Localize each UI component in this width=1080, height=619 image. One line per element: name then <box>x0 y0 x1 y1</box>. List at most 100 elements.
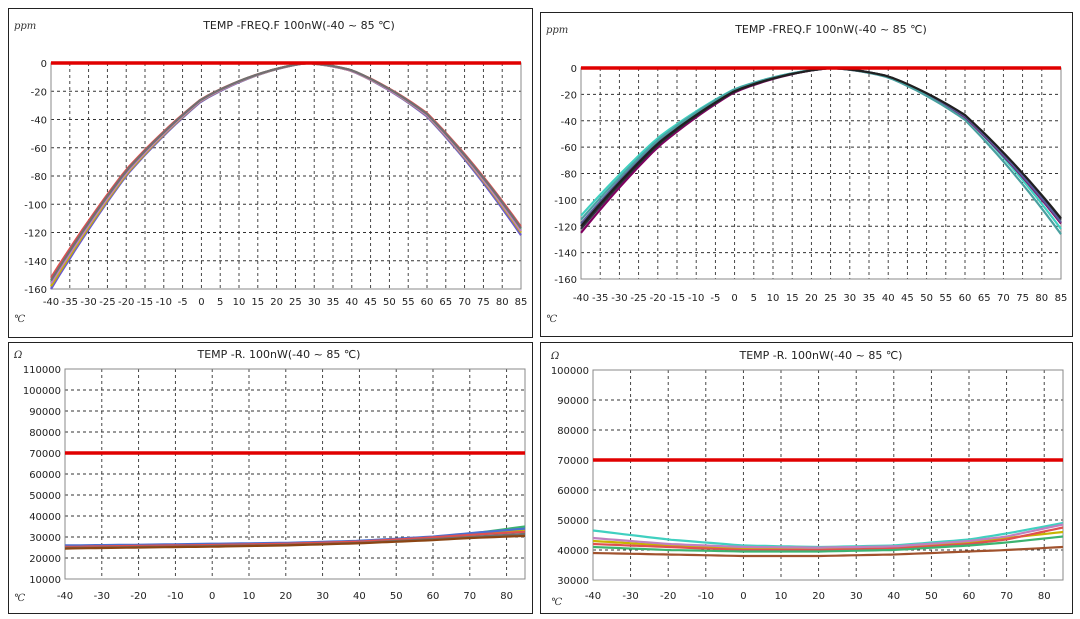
y-tick-label: 10000 <box>29 575 61 586</box>
y-tick-label: -40 <box>561 117 577 128</box>
series-line <box>592 535 1064 553</box>
x-tick-label: 20 <box>805 293 818 304</box>
series-line <box>64 534 526 550</box>
x-tick-label: 70 <box>463 591 476 602</box>
y-tick-label: 30000 <box>557 576 589 587</box>
series-line <box>50 62 522 284</box>
y-tick-label: 110000 <box>23 365 61 376</box>
y-tick-label: 80000 <box>29 428 61 439</box>
x-tick-label: -35 <box>62 297 78 308</box>
x-tick-label: 15 <box>251 297 264 308</box>
x-tick-label: 20 <box>270 297 283 308</box>
x-tick-label: 30 <box>316 591 329 602</box>
x-tick-label: 10 <box>243 591 256 602</box>
x-tick-label: 70 <box>458 297 471 308</box>
x-tick-label: -15 <box>669 293 685 304</box>
y-tick-label: 50000 <box>29 491 61 502</box>
x-tick-label: 65 <box>439 297 452 308</box>
x-tick-label: 60 <box>427 591 440 602</box>
x-tick-label: 25 <box>824 293 837 304</box>
x-tick-label: -40 <box>573 293 589 304</box>
x-tick-label: 45 <box>901 293 914 304</box>
x-tick-label: 0 <box>198 297 204 308</box>
y-tick-label: -140 <box>554 249 577 260</box>
x-tick-label: -30 <box>80 297 96 308</box>
x-tick-label: -10 <box>688 293 704 304</box>
x-tick-label: -30 <box>622 591 638 602</box>
y-axis-unit: ppm <box>14 21 36 32</box>
y-tick-label: -160 <box>554 275 577 286</box>
chart-title: TEMP -R. 100nW(-40 ~ 85 ℃) <box>197 348 361 361</box>
x-tick-label: 30 <box>843 293 856 304</box>
series-line <box>592 523 1064 549</box>
x-tick-label: 55 <box>939 293 952 304</box>
x-tick-label: 5 <box>751 293 757 304</box>
x-tick-label: -40 <box>57 591 73 602</box>
x-tick-label: -30 <box>94 591 110 602</box>
x-tick-label: 0 <box>209 591 215 602</box>
plot-area-border <box>592 369 1064 581</box>
y-tick-label: -40 <box>31 116 47 127</box>
x-tick-label: 25 <box>289 297 302 308</box>
x-tick-label: 0 <box>731 293 737 304</box>
y-tick-label: 100000 <box>23 386 61 397</box>
y-tick-label: 20000 <box>29 554 61 565</box>
x-tick-label: 15 <box>786 293 799 304</box>
x-tick-label: 35 <box>863 293 876 304</box>
y-axis-unit: Ω <box>550 351 559 362</box>
y-tick-label: 40000 <box>557 546 589 557</box>
x-tick-label: -25 <box>99 297 115 308</box>
chart-title: TEMP -FREQ.F 100nW(-40 ~ 85 ℃) <box>734 23 927 36</box>
chart-panel-freq-1: TEMP -FREQ.F 100nW(-40 ~ 85 ℃) ppm ℃ 0 -20 -4… <box>8 8 533 338</box>
x-axis-unit: ℃ <box>546 314 557 325</box>
x-tick-label: -20 <box>650 293 666 304</box>
x-axis-unit: ℃ <box>551 597 562 608</box>
y-tick-label: 0 <box>571 64 577 75</box>
x-tick-label: 60 <box>421 297 434 308</box>
y-tick-label: 90000 <box>557 396 589 407</box>
x-tick-label: 20 <box>812 591 825 602</box>
x-tick-label: 60 <box>959 293 972 304</box>
x-tick-label: -5 <box>178 297 188 308</box>
x-tick-label: 45 <box>364 297 377 308</box>
y-tick-label: -60 <box>561 143 577 154</box>
x-tick-label: 30 <box>308 297 321 308</box>
y-tick-label: 40000 <box>29 512 61 523</box>
chart-freq-1: TEMP -FREQ.F 100nW(-40 ~ 85 ℃) ppm ℃ 0 -20 -4… <box>14 19 527 325</box>
x-tick-label: -20 <box>660 591 676 602</box>
y-tick-label: -160 <box>24 285 47 296</box>
y-tick-label: -80 <box>561 170 577 181</box>
x-tick-label: 50 <box>390 591 403 602</box>
y-tick-label: -60 <box>31 144 47 155</box>
y-tick-label: 60000 <box>29 470 61 481</box>
x-tick-label: 40 <box>882 293 895 304</box>
x-tick-label: 85 <box>1055 293 1068 304</box>
y-tick-label: 50000 <box>557 516 589 527</box>
x-tick-label: 75 <box>477 297 490 308</box>
y-tick-label: -100 <box>24 200 47 211</box>
x-tick-label: 80 <box>1038 591 1051 602</box>
y-axis-unit: ppm <box>546 25 568 36</box>
x-tick-label: 80 <box>500 591 513 602</box>
x-tick-label: -40 <box>43 297 59 308</box>
series-line <box>64 530 526 548</box>
x-tick-label: 10 <box>775 591 788 602</box>
chart-resistance-2: TEMP -R. 100nW(-40 ~ 85 ℃) Ω ℃ 100000 90000 8… <box>550 349 1064 608</box>
x-tick-label: 55 <box>402 297 415 308</box>
y-tick-label: -20 <box>561 90 577 101</box>
x-tick-label: 30 <box>850 591 863 602</box>
x-axis-unit: ℃ <box>14 314 25 325</box>
plot-area-border <box>64 368 526 580</box>
y-tick-label: 100000 <box>551 366 589 377</box>
series-line <box>592 545 1064 558</box>
x-tick-label: 10 <box>767 293 780 304</box>
x-axis-unit: ℃ <box>14 593 25 604</box>
x-tick-label: 40 <box>345 297 358 308</box>
x-tick-label: 35 <box>327 297 340 308</box>
y-tick-label: 70000 <box>557 456 589 467</box>
series-line <box>50 62 522 279</box>
x-tick-label: -20 <box>130 591 146 602</box>
chart-freq-2: TEMP -FREQ.F 100nW(-40 ~ 85 ℃) ppm ℃ 0 -20 -4… <box>546 23 1068 325</box>
y-axis-unit: Ω <box>13 350 22 361</box>
x-tick-label: 40 <box>887 591 900 602</box>
